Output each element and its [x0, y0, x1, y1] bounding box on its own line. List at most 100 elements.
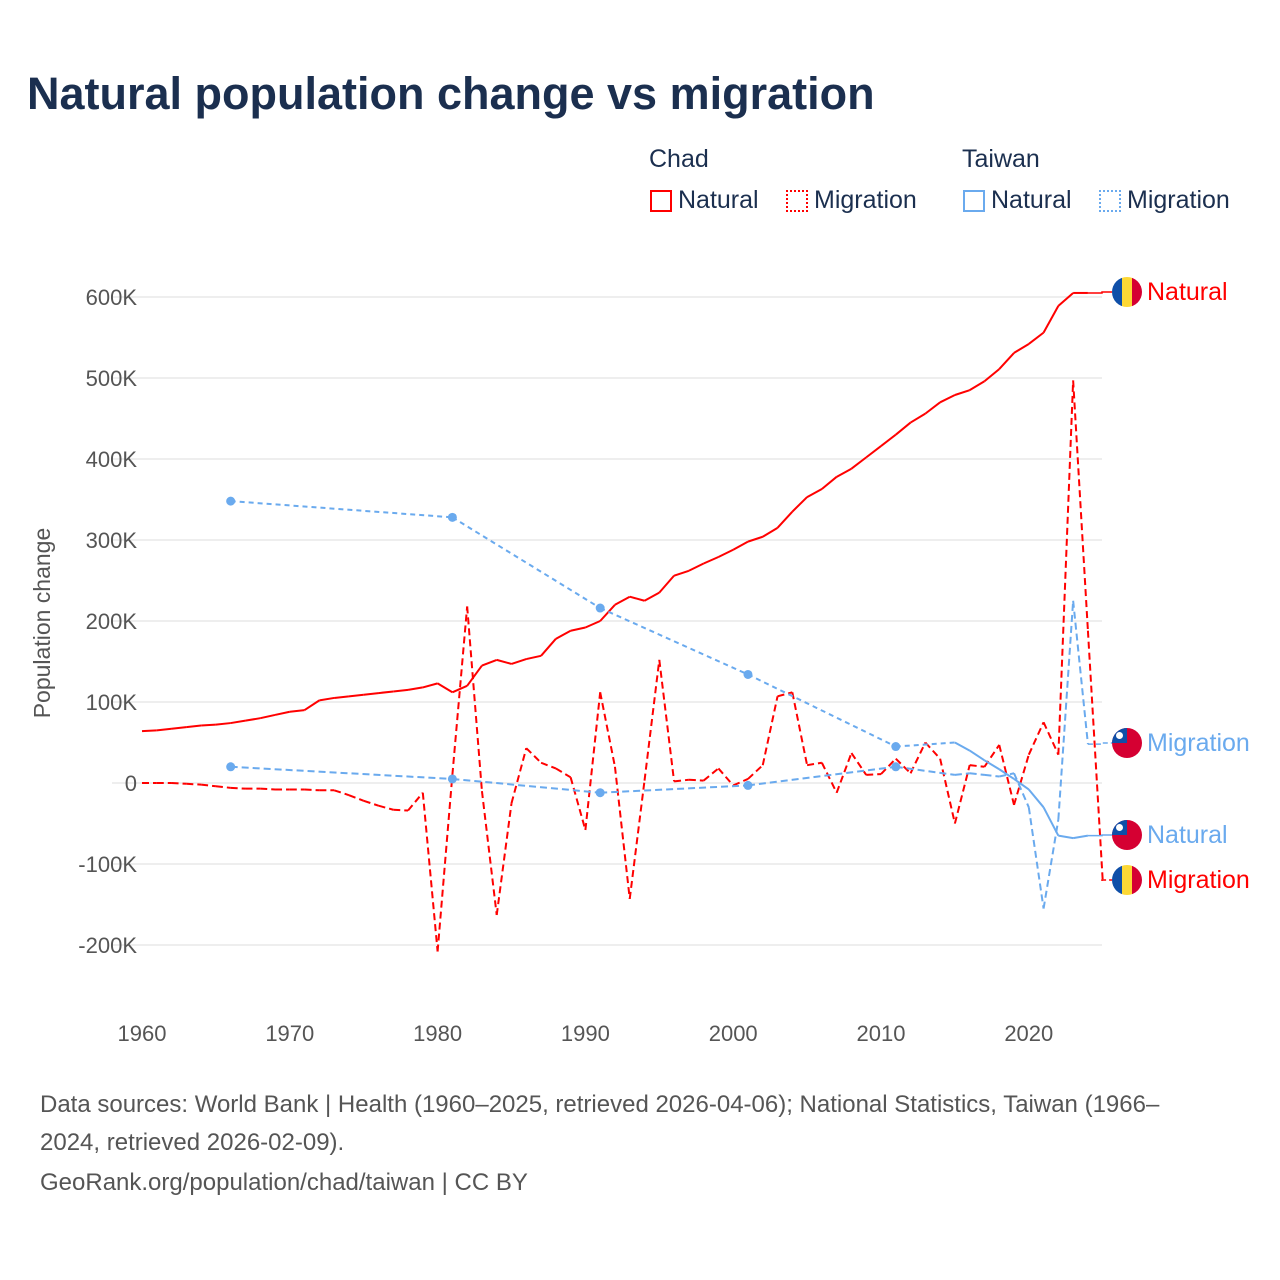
- end-label: Natural: [1147, 278, 1228, 306]
- legend-label: Natural: [678, 186, 759, 214]
- line-segment: [156, 727, 172, 732]
- line-segment: [969, 380, 985, 392]
- line-segment: [466, 664, 483, 687]
- line-segment: [599, 604, 616, 622]
- y-tick-label: 500K: [86, 366, 138, 391]
- data-point: [226, 496, 236, 506]
- line-segment: [939, 394, 956, 404]
- line-segment: [761, 696, 779, 766]
- line-segment: [171, 782, 187, 785]
- x-tick-label: 2010: [857, 1021, 906, 1046]
- flag-body: [1112, 820, 1142, 850]
- line-segment: [835, 752, 853, 794]
- line-segment: [1086, 630, 1104, 881]
- end-label: Migration: [1147, 866, 1250, 894]
- line-segment: [230, 786, 246, 790]
- line-segment: [319, 696, 335, 702]
- flag-taiwan-icon: [1112, 820, 1142, 850]
- line-segment: [747, 535, 764, 543]
- line-segment: [393, 688, 409, 693]
- line-segment: [466, 606, 483, 792]
- line-segment: [984, 773, 1000, 778]
- line-segment: [215, 722, 231, 726]
- line-segment: [673, 569, 690, 577]
- line-segment: [201, 723, 216, 727]
- line-segment: [333, 789, 350, 797]
- line-segment: [274, 710, 291, 716]
- line-segment: [806, 488, 823, 498]
- line-segment: [909, 742, 927, 774]
- line-segment: [1042, 819, 1060, 909]
- line-segment: [451, 684, 468, 694]
- line-segment: [969, 749, 986, 762]
- data-point: [891, 762, 901, 772]
- line-segment: [673, 778, 689, 783]
- y-axis-label: Population change: [29, 528, 55, 719]
- line-segment: [613, 766, 631, 899]
- line-segment: [1013, 772, 1030, 808]
- data-point: [891, 742, 901, 752]
- end-label: Natural: [1147, 821, 1228, 849]
- flag-taiwan-icon: [1112, 728, 1142, 758]
- line-segment: [452, 777, 601, 794]
- line-segment: [969, 772, 985, 776]
- legend-chad-migration[interactable]: Migration: [786, 186, 917, 215]
- line-segment: [555, 629, 572, 640]
- line-segment: [407, 686, 423, 691]
- line-segment: [895, 421, 912, 436]
- line-segment: [836, 467, 852, 478]
- line-segment: [658, 659, 676, 782]
- line-segment: [141, 729, 157, 733]
- line-segment: [1027, 807, 1045, 909]
- line-segment: [643, 659, 661, 781]
- line-segment: [820, 762, 838, 794]
- line-segment: [777, 691, 793, 698]
- line-segment: [806, 761, 823, 767]
- legend-label: Migration: [1127, 186, 1230, 214]
- end-label-connector: [1087, 834, 1112, 837]
- line-segment: [555, 767, 572, 779]
- line-segment: [865, 445, 882, 459]
- line-segment: [334, 695, 350, 699]
- line-segment: [717, 548, 734, 558]
- line-segment: [600, 784, 749, 794]
- line-segment: [540, 638, 557, 657]
- line-segment: [983, 744, 1001, 768]
- line-segment: [422, 682, 438, 689]
- line-segment: [791, 692, 809, 766]
- line-segment: [983, 759, 1000, 771]
- flag-sun: [1116, 732, 1123, 739]
- y-tick-label: 600K: [86, 285, 138, 310]
- series-taiwan-natural: [226, 496, 1089, 840]
- legend-taiwan-natural[interactable]: Natural: [963, 186, 1072, 215]
- line-segment: [924, 401, 941, 415]
- legend-group-chad: Chad: [649, 145, 709, 173]
- line-segment: [1072, 380, 1089, 631]
- line-segment: [953, 764, 971, 824]
- x-tick-label: 1960: [118, 1021, 167, 1046]
- y-tick-label: 300K: [86, 528, 138, 553]
- line-segment: [1013, 754, 1030, 806]
- line-segment: [496, 658, 512, 665]
- footer-sources-1: Data sources: World Bank | Health (1960–…: [40, 1091, 1160, 1118]
- legend-taiwan-migration[interactable]: Migration: [1099, 186, 1230, 215]
- line-segment: [954, 741, 971, 752]
- line-segment: [924, 741, 941, 760]
- footer-link[interactable]: GeoRank.org/population/chad/taiwan | CC …: [40, 1169, 528, 1196]
- line-segment: [511, 658, 527, 665]
- flag-stripe: [1122, 277, 1132, 307]
- y-tick-label: 200K: [86, 609, 138, 634]
- legend-chad-natural[interactable]: Natural: [650, 186, 759, 215]
- data-point: [595, 603, 605, 613]
- line-segment: [688, 778, 704, 782]
- legend-label: Migration: [814, 186, 917, 214]
- line-segment: [717, 767, 734, 787]
- line-segment: [304, 699, 320, 711]
- line-segment: [1027, 721, 1045, 756]
- line-segment: [260, 713, 276, 720]
- line-segment: [1042, 305, 1060, 334]
- line-segment: [289, 709, 305, 713]
- line-segment: [569, 777, 587, 831]
- line-segment: [703, 556, 719, 565]
